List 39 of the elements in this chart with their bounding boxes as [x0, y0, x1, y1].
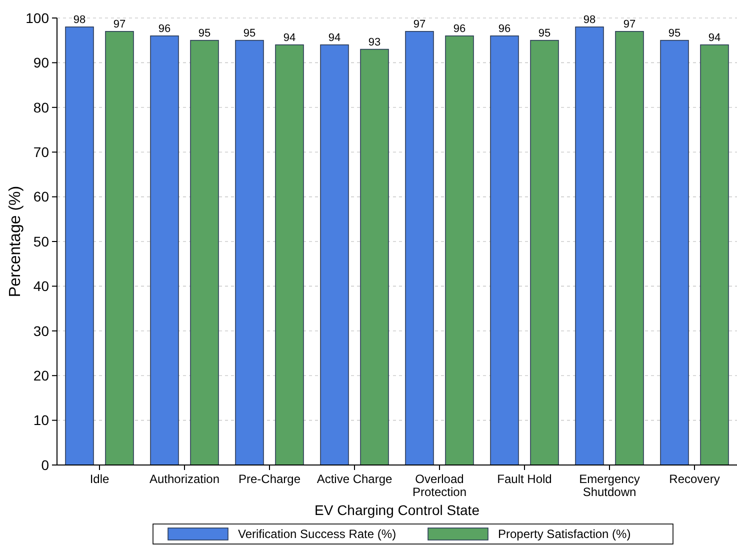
data-label: 97	[623, 18, 636, 30]
data-label: 96	[453, 22, 466, 35]
data-label: 96	[158, 22, 171, 35]
y-tick-label: 100	[26, 10, 50, 26]
data-label: 98	[73, 14, 86, 26]
data-label: 94	[708, 32, 721, 44]
data-label: 97	[113, 18, 126, 30]
x-tick-label: Recovery	[669, 472, 720, 486]
y-tick-label: 40	[33, 278, 50, 294]
y-tick-label: 60	[33, 188, 50, 205]
y-axis-title: Percentage (%)	[7, 186, 24, 298]
y-tick-label: 90	[33, 54, 50, 71]
x-tick-label: Emergency Shutdown	[579, 472, 640, 499]
x-tick-label: Authorization	[149, 472, 220, 486]
legend-label: Verification Success Rate (%)	[238, 527, 396, 542]
y-tick-label: 70	[33, 144, 50, 160]
x-tick-label: Active Charge	[316, 472, 393, 486]
data-label: 94	[328, 32, 341, 44]
x-tick-label: Overload Protection	[412, 472, 467, 499]
x-tick-label: Idle	[90, 472, 110, 486]
y-tick-label: 80	[33, 99, 50, 116]
data-label: 96	[498, 22, 511, 35]
x-tick-label: Fault Hold	[497, 472, 552, 486]
y-tick-label: 0	[41, 456, 50, 473]
x-tick-label: Pre-Charge	[238, 472, 301, 486]
y-tick-label: 10	[33, 412, 50, 428]
data-label: 95	[198, 27, 211, 40]
y-tick-label: 20	[33, 368, 50, 384]
data-label: 97	[413, 18, 426, 30]
data-label: 98	[583, 14, 596, 26]
data-label: 93	[368, 36, 381, 48]
legend-label: Property Satisfaction (%)	[498, 527, 631, 542]
data-label: 95	[668, 27, 681, 40]
data-label: 95	[538, 27, 551, 40]
y-tick-label: 50	[33, 233, 50, 250]
y-tick-label: 30	[33, 322, 50, 339]
x-axis-title: EV Charging Control State	[314, 502, 480, 518]
data-label: 95	[243, 27, 256, 40]
data-label: 94	[283, 32, 296, 44]
